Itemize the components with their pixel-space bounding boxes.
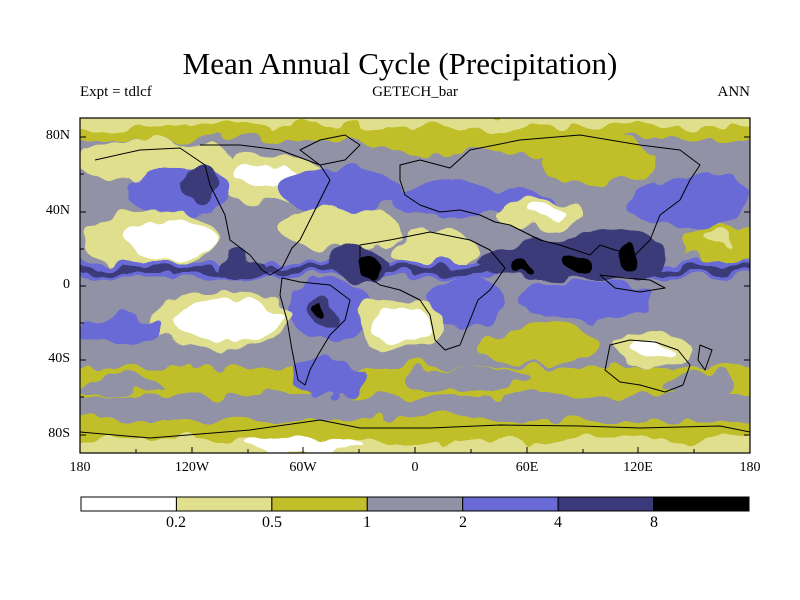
experiment-label: Expt = tdlcf (80, 84, 152, 100)
dataset-label: GETECH_bar (372, 84, 458, 100)
colorbar-swatch (653, 496, 750, 512)
lat-label-40n: 40N (45, 203, 70, 218)
lon-label-120w: 120W (174, 460, 210, 475)
colorbar-swatch (462, 496, 559, 512)
lat-label-40s: 40S (48, 351, 70, 366)
lon-label-60e: 60E (515, 460, 539, 475)
map-title: Mean Annual Cycle (Precipitation) (182, 46, 618, 81)
coastlines (80, 134, 750, 439)
season-label: ANN (717, 84, 751, 100)
colorbar-swatch (366, 496, 464, 512)
colorbar-label: 0.2 (166, 514, 186, 531)
colorbar-label: 0.5 (262, 514, 282, 531)
lat-label-80n: 80N (45, 128, 70, 143)
colorbar-swatch (271, 496, 368, 512)
colorbar-label: 2 (459, 514, 467, 531)
precip-field (80, 118, 750, 453)
lon-label-180e: 180 (739, 460, 761, 475)
colorbar (80, 496, 750, 512)
lon-label-120e: 120E (623, 460, 653, 475)
colorbar-label: 1 (363, 514, 371, 531)
lat-label-80s: 80S (48, 426, 70, 441)
colorbar-label: 8 (650, 514, 658, 531)
colorbar-swatch (557, 496, 655, 512)
lat-label-0: 0 (63, 277, 70, 292)
colorbar-swatch (80, 496, 177, 512)
lon-label-60w: 60W (289, 460, 317, 475)
colorbar-label: 4 (554, 514, 562, 531)
colorbar-swatch (175, 496, 273, 512)
lon-label-0: 0 (411, 460, 419, 475)
lon-label-180w: 180 (69, 460, 91, 475)
tick-marks (80, 136, 750, 453)
